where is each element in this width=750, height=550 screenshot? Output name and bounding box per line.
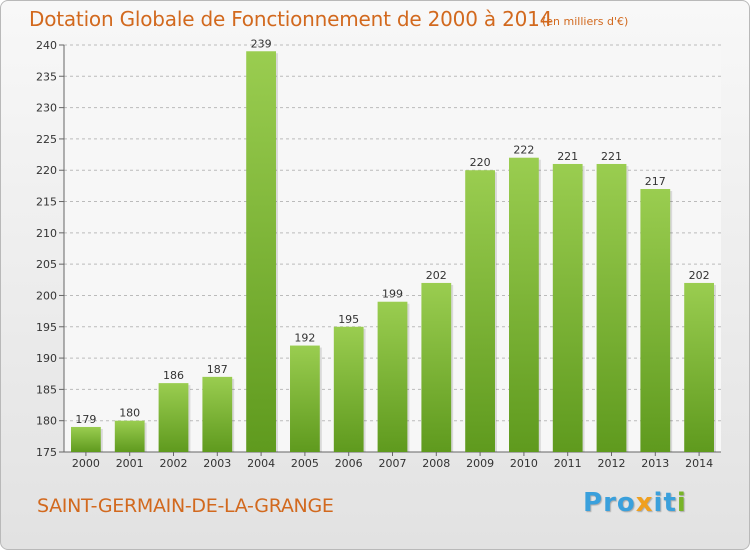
- bar-value-label: 202: [689, 269, 710, 282]
- y-tick-label: 240: [36, 39, 57, 52]
- bar-value-label: 179: [75, 413, 96, 426]
- x-tick-label: 2000: [72, 457, 100, 470]
- bar-value-label: 239: [251, 37, 272, 50]
- bar-value-label: 186: [163, 369, 184, 382]
- bar: [509, 157, 539, 452]
- logo-letter: i: [653, 488, 664, 518]
- x-tick-label: 2013: [641, 457, 669, 470]
- x-tick-label: 2006: [335, 457, 363, 470]
- bar-value-label: 221: [557, 150, 578, 163]
- x-tick-label: 2002: [160, 457, 188, 470]
- commune-name: SAINT-GERMAIN-DE-LA-GRANGE: [37, 495, 334, 517]
- logo-letter: i: [676, 488, 687, 518]
- x-tick-label: 2005: [291, 457, 319, 470]
- bar: [202, 376, 233, 452]
- logo-letter: r: [603, 488, 617, 518]
- bar: [246, 51, 276, 453]
- y-tick-label: 190: [36, 352, 57, 365]
- x-tick-label: 2012: [598, 457, 626, 470]
- x-tick-label: 2011: [554, 457, 582, 470]
- x-tick-label: 2009: [466, 457, 494, 470]
- x-tick-label: 2010: [510, 457, 538, 470]
- bar-value-label: 202: [426, 269, 447, 282]
- y-tick-label: 220: [36, 164, 57, 177]
- logo-letter: x: [635, 488, 654, 518]
- bar-value-label: 199: [382, 288, 403, 301]
- bar: [552, 163, 583, 452]
- logo-letter: o: [616, 488, 636, 518]
- x-tick-label: 2007: [379, 457, 407, 470]
- y-tick-label: 225: [36, 133, 57, 146]
- y-tick-label: 175: [36, 446, 57, 459]
- bar: [377, 301, 408, 452]
- bar: [421, 282, 452, 452]
- y-tick-label: 205: [36, 258, 57, 271]
- y-tick-label: 215: [36, 196, 57, 209]
- y-tick-label: 235: [36, 70, 57, 83]
- bar: [333, 326, 364, 452]
- bar: [684, 282, 714, 452]
- bar-value-label: 220: [470, 156, 491, 169]
- bar-value-label: 222: [513, 144, 534, 157]
- bar-value-label: 221: [601, 150, 622, 163]
- x-tick-label: 2003: [203, 457, 231, 470]
- y-tick-label: 210: [36, 227, 57, 240]
- bar: [465, 170, 495, 452]
- bar-value-label: 180: [119, 407, 140, 420]
- bar: [596, 163, 627, 452]
- bar: [640, 189, 671, 452]
- logo-letter: P: [583, 488, 604, 518]
- x-tick-label: 2014: [685, 457, 713, 470]
- bar-value-label: 192: [294, 332, 315, 345]
- bar: [158, 383, 189, 452]
- y-tick-label: 195: [36, 321, 57, 334]
- y-tick-label: 230: [36, 102, 57, 115]
- bar: [114, 420, 145, 452]
- bar-value-label: 217: [645, 175, 666, 188]
- bar-value-label: 187: [207, 363, 228, 376]
- x-tick-label: 2001: [116, 457, 144, 470]
- y-tick-label: 180: [36, 415, 57, 428]
- x-tick-label: 2008: [422, 457, 450, 470]
- proxiti-logo: Proxiti: [583, 488, 687, 518]
- bar: [71, 426, 101, 452]
- logo-letter: t: [663, 488, 677, 518]
- x-tick-label: 2004: [247, 457, 275, 470]
- bar: [290, 345, 320, 452]
- y-tick-label: 200: [36, 289, 57, 302]
- bar-value-label: 195: [338, 313, 359, 326]
- chart-subtitle: (en milliers d'€): [542, 15, 629, 28]
- y-tick-label: 185: [36, 383, 57, 396]
- chart-title: Dotation Globale de Fonctionnement de 20…: [29, 7, 553, 31]
